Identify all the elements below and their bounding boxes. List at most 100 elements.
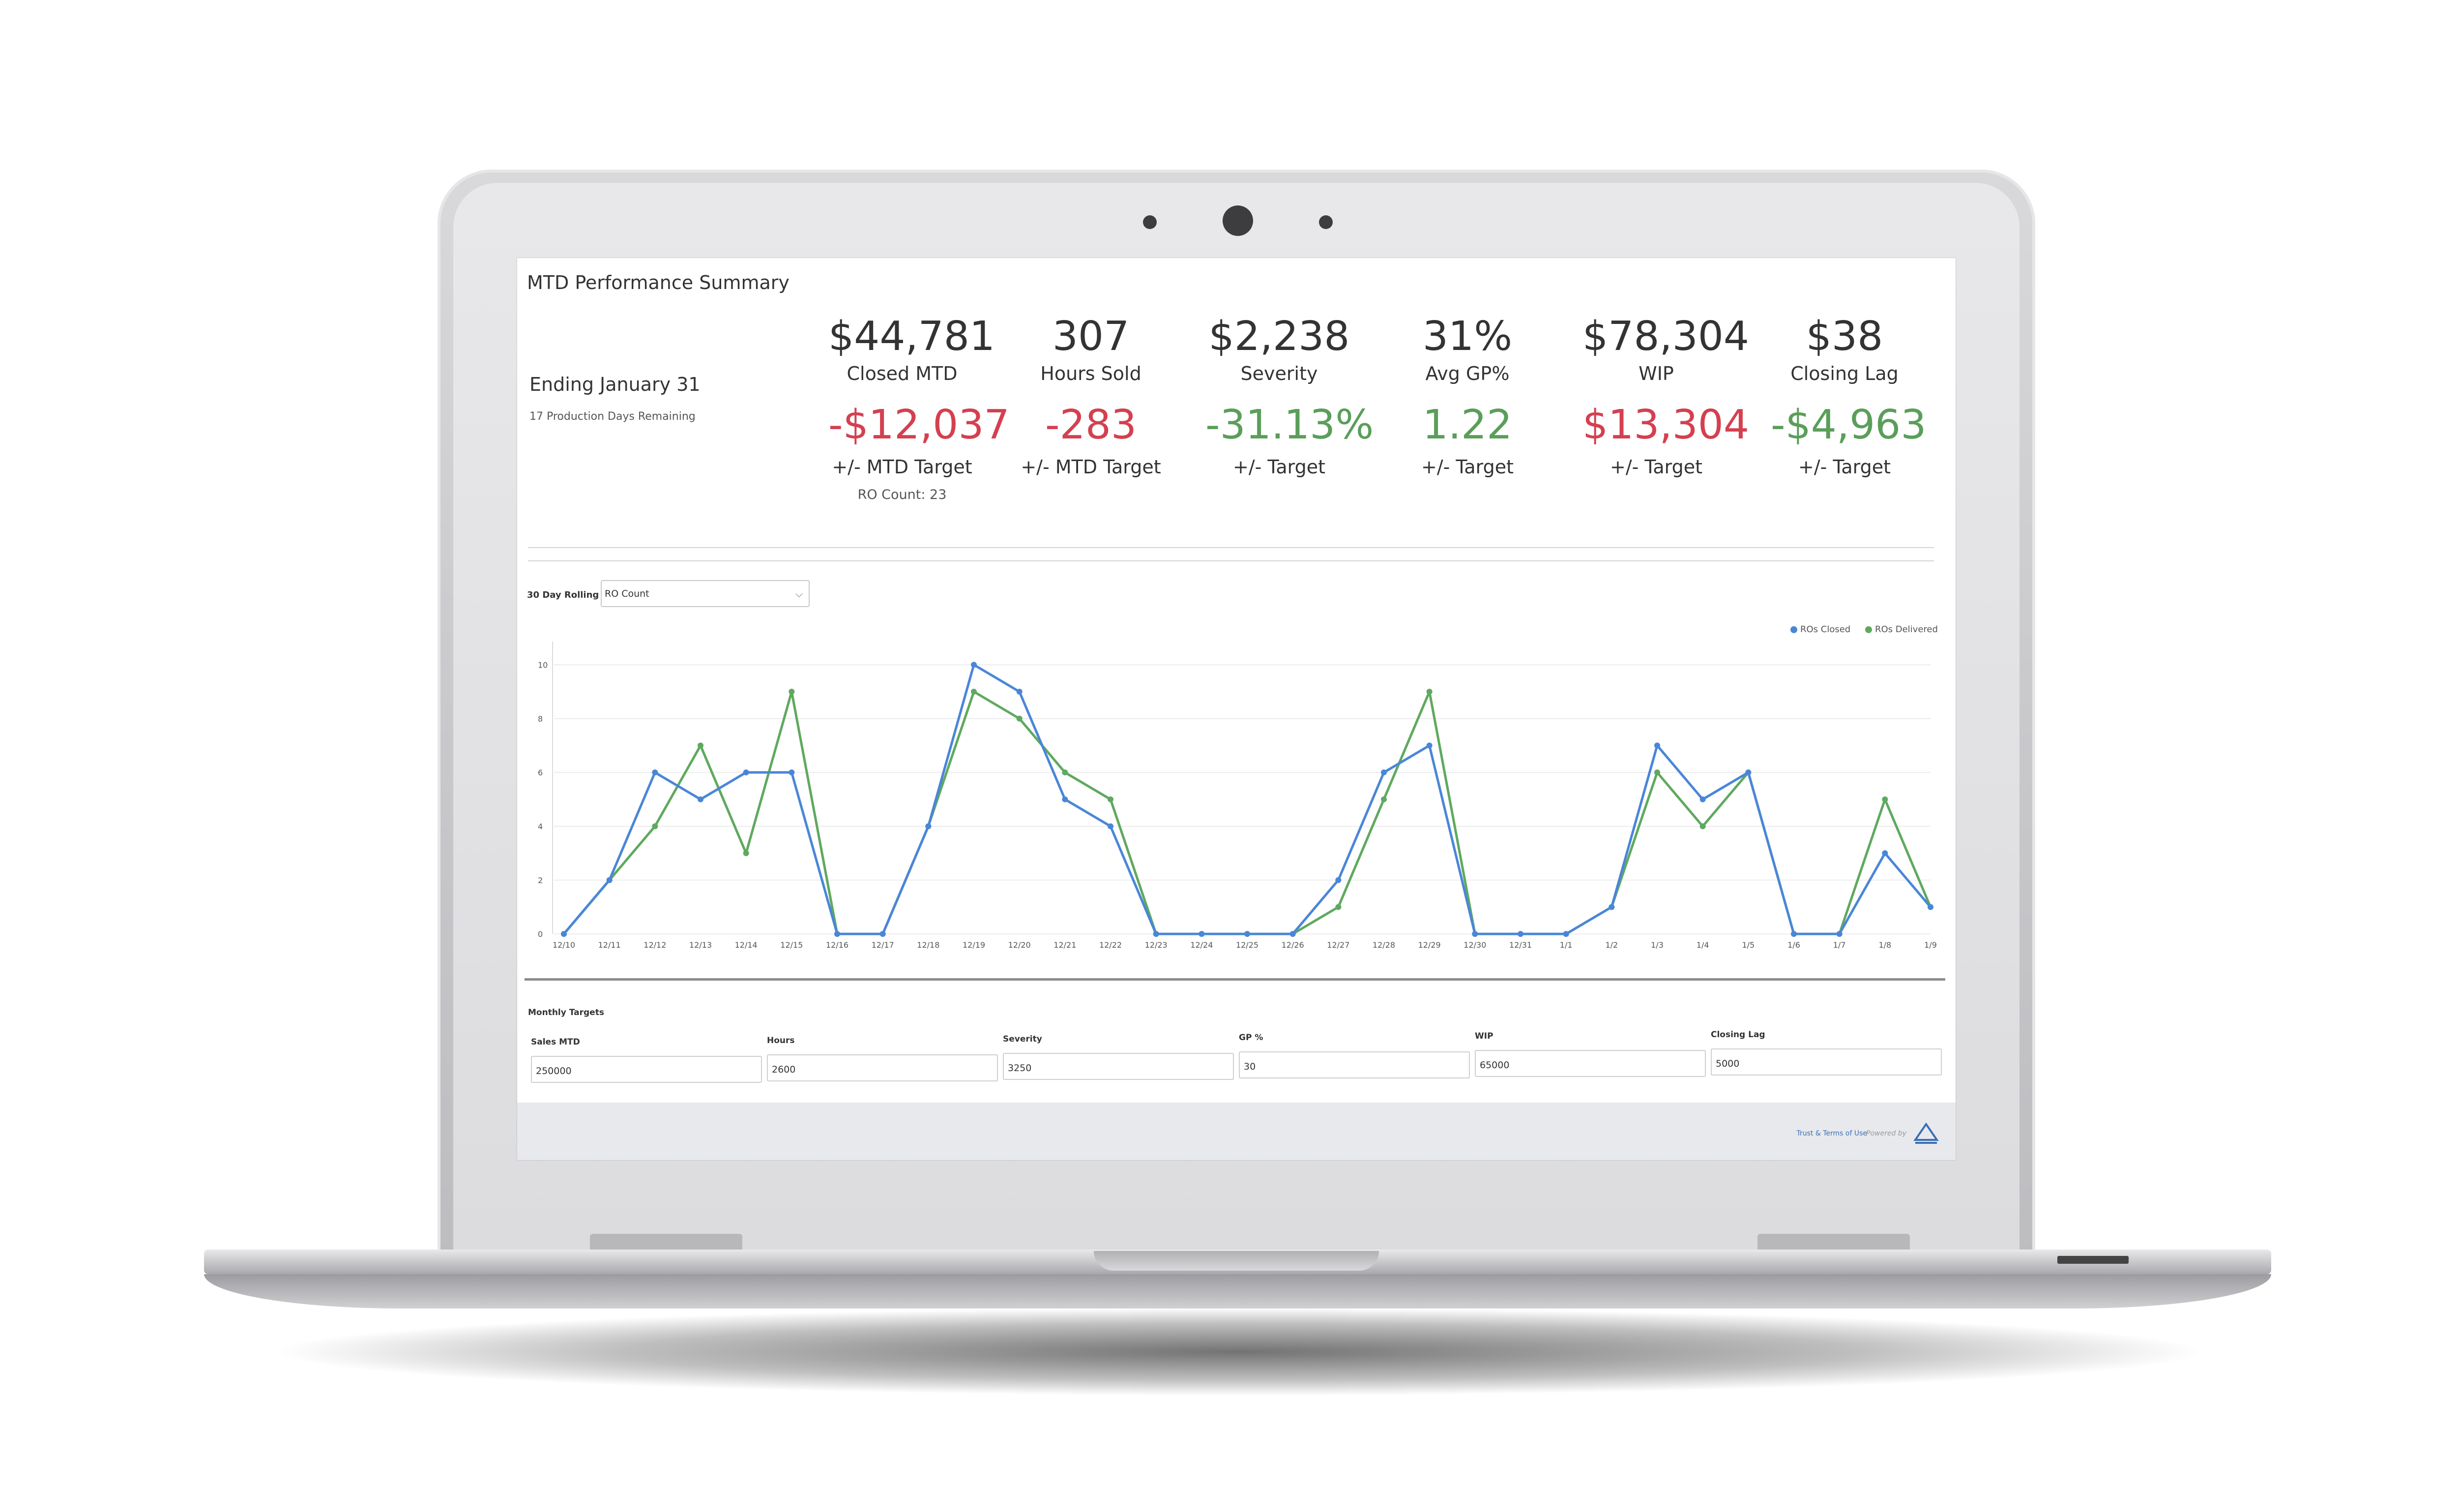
data-point[interactable] <box>1699 796 1706 803</box>
x-tick-label: 12/19 <box>963 940 985 950</box>
data-point[interactable] <box>1836 931 1843 937</box>
wip-input[interactable]: 65000 <box>1475 1050 1706 1077</box>
footer: Trust & Terms of Use Powered by <box>517 1103 1956 1160</box>
data-point[interactable] <box>1199 931 1205 937</box>
ro-count: RO Count: 23 <box>857 487 947 502</box>
targets-title: Monthly Targets <box>528 1008 604 1018</box>
data-point[interactable] <box>1016 715 1023 722</box>
data-point[interactable] <box>1108 823 1113 829</box>
data-point[interactable] <box>879 931 886 937</box>
data-point[interactable] <box>1426 742 1433 749</box>
data-point[interactable] <box>743 769 749 776</box>
laptop-notch <box>1094 1251 1379 1271</box>
data-point[interactable] <box>971 662 977 668</box>
terms-link[interactable]: Trust & Terms of Use <box>1796 1130 1868 1137</box>
metric-select[interactable]: RO Count ⌵ <box>601 580 810 607</box>
page-title: MTD Performance Summary <box>527 272 790 293</box>
period-ending: Ending January 31 <box>529 374 701 395</box>
data-point[interactable] <box>1699 823 1706 829</box>
kpi-severity: $2,238 Severity -31.13% +/- Target <box>1205 312 1374 479</box>
data-point[interactable] <box>1381 769 1387 776</box>
data-point[interactable] <box>652 823 658 829</box>
kpi-sub: +/- MTD Target <box>832 456 972 478</box>
hours-input[interactable]: 2600 <box>767 1054 998 1081</box>
x-tick-label: 12/16 <box>826 940 849 950</box>
data-point[interactable] <box>652 769 658 776</box>
x-tick-label: 12/14 <box>735 940 758 950</box>
legend-item-delivered: ROs Delivered <box>1865 624 1938 635</box>
data-point[interactable] <box>789 689 795 695</box>
kpi-label: Hours Sold <box>1040 363 1141 384</box>
data-point[interactable] <box>1518 931 1523 937</box>
x-tick-label: 12/15 <box>780 940 803 950</box>
data-point[interactable] <box>698 796 703 803</box>
kpi-delta: 1.22 <box>1422 402 1513 448</box>
data-point[interactable] <box>1016 689 1023 695</box>
severity-input[interactable]: 3250 <box>1003 1053 1234 1080</box>
data-point[interactable] <box>1289 931 1296 937</box>
x-tick-label: 12/30 <box>1463 940 1486 950</box>
divider <box>528 560 1934 561</box>
x-tick-label: 1/8 <box>1878 940 1891 950</box>
target-gp: GP % 30 <box>1239 1033 1470 1078</box>
kpi-avg-gp: 31% Avg GP% 1.22 +/- Target <box>1394 312 1541 479</box>
kpi-value: $44,781 <box>828 313 995 360</box>
data-point[interactable] <box>1654 769 1660 776</box>
data-point[interactable] <box>834 931 840 937</box>
data-point[interactable] <box>1062 769 1068 776</box>
data-point[interactable] <box>1563 931 1569 937</box>
kpi-hours-sold: 307 Hours Sold -283 +/- MTD Target <box>1017 312 1165 479</box>
kpi-sub: +/- Target <box>1233 456 1325 478</box>
series-line-ros-delivered <box>563 690 1932 935</box>
kpi-value: $78,304 <box>1582 313 1750 360</box>
data-point[interactable] <box>925 823 932 829</box>
chevron-down-icon: ⌵ <box>795 588 803 600</box>
kpi-label: Closed MTD <box>847 363 958 384</box>
x-tick-label: 1/5 <box>1742 940 1755 950</box>
brand-logo-icon <box>1913 1122 1939 1144</box>
kpi-sub: +/- Target <box>1610 456 1702 478</box>
target-label: Hours <box>767 1036 795 1046</box>
data-point[interactable] <box>743 850 749 856</box>
sales-mtd-input[interactable]: 250000 <box>531 1056 762 1083</box>
data-point[interactable] <box>1153 931 1159 937</box>
legend-dot-icon <box>1865 626 1872 633</box>
data-point[interactable] <box>1882 796 1888 803</box>
data-point[interactable] <box>561 931 567 937</box>
gp-input[interactable]: 30 <box>1239 1051 1470 1078</box>
data-point[interactable] <box>1335 904 1342 910</box>
data-point[interactable] <box>698 742 703 749</box>
kpi-sub: +/- MTD Target <box>1021 456 1161 478</box>
target-label: GP % <box>1239 1033 1263 1043</box>
data-point[interactable] <box>1244 931 1250 937</box>
closing-lag-input[interactable]: 5000 <box>1711 1048 1942 1076</box>
x-tick-label: 1/3 <box>1651 940 1664 950</box>
x-tick-label: 12/26 <box>1282 940 1304 950</box>
x-tick-label: 12/23 <box>1145 940 1168 950</box>
x-tick-label: 12/28 <box>1373 940 1395 950</box>
data-point[interactable] <box>789 769 795 776</box>
x-tick-label: 1/2 <box>1605 940 1618 950</box>
camera-lens <box>1223 205 1253 236</box>
data-point[interactable] <box>1472 931 1478 937</box>
data-point[interactable] <box>1609 904 1615 910</box>
data-point[interactable] <box>1381 796 1387 803</box>
data-point[interactable] <box>606 877 613 883</box>
kpi-sub: +/- Target <box>1421 456 1514 478</box>
data-point[interactable] <box>1426 689 1433 695</box>
data-point[interactable] <box>1108 796 1113 803</box>
data-point[interactable] <box>1745 769 1752 776</box>
data-point[interactable] <box>1882 850 1888 856</box>
data-point[interactable] <box>1791 931 1797 937</box>
data-point[interactable] <box>1335 877 1342 883</box>
legend-item-closed: ROs Closed <box>1790 624 1850 635</box>
target-label: Severity <box>1003 1034 1042 1044</box>
x-tick-label: 12/27 <box>1327 940 1349 950</box>
data-point[interactable] <box>1062 796 1068 803</box>
data-point[interactable] <box>971 689 977 695</box>
data-point[interactable] <box>1654 742 1660 749</box>
kpi-delta: -283 <box>1045 402 1137 448</box>
x-tick-label: 12/31 <box>1509 940 1532 950</box>
data-point[interactable] <box>1928 904 1933 910</box>
kpi-value: $2,238 <box>1208 313 1350 360</box>
